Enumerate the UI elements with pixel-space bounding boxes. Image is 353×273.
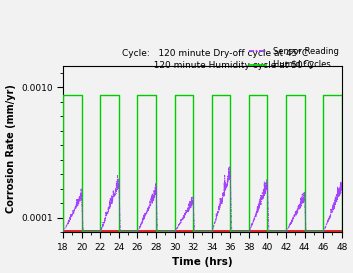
Text: Cycle:   120 minute Dry-off cycle at 45°C: Cycle: 120 minute Dry-off cycle at 45°C: [122, 49, 308, 58]
Text: 120 minute Humidity cycle at 50°C: 120 minute Humidity cycle at 50°C: [122, 61, 313, 70]
Y-axis label: Corrosion Rate (mm/yr): Corrosion Rate (mm/yr): [6, 85, 16, 213]
X-axis label: Time (hrs): Time (hrs): [172, 257, 233, 268]
Legend: Sensor Reading, Humid Cycles: Sensor Reading, Humid Cycles: [246, 44, 342, 73]
